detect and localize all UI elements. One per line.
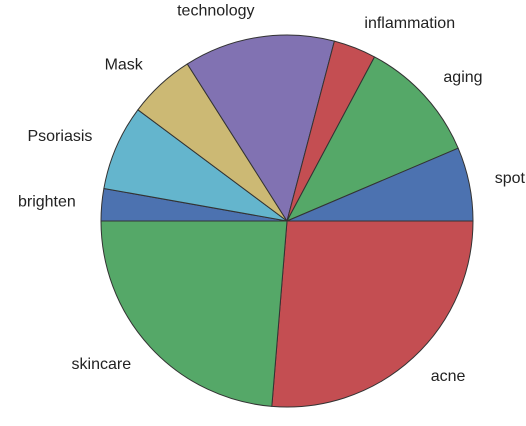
pie-slice-acne	[271, 220, 474, 408]
pie-label-aging: aging	[443, 69, 482, 86]
pie-slice-aging	[286, 56, 459, 222]
pie-label-acne: acne	[431, 368, 466, 385]
pie-slice-spot	[286, 147, 474, 222]
pie-label-psoriasis: Psoriasis	[27, 128, 92, 145]
pie-labels: acne skincare brighten Psoriasis Mask technol…	[18, 3, 526, 385]
pie-label-skincare: skincare	[72, 356, 132, 373]
pie-label-brighten: brighten	[18, 194, 76, 211]
pie-slice-skincare	[100, 220, 288, 407]
pie-label-spot: spot	[495, 170, 526, 187]
pie-label-technology: technology	[177, 3, 254, 20]
pie-label-inflammation: inflammation	[364, 15, 455, 32]
pie-slices	[100, 34, 474, 408]
pie-label-mask: Mask	[105, 57, 144, 74]
pie-slice-technology	[186, 34, 335, 222]
